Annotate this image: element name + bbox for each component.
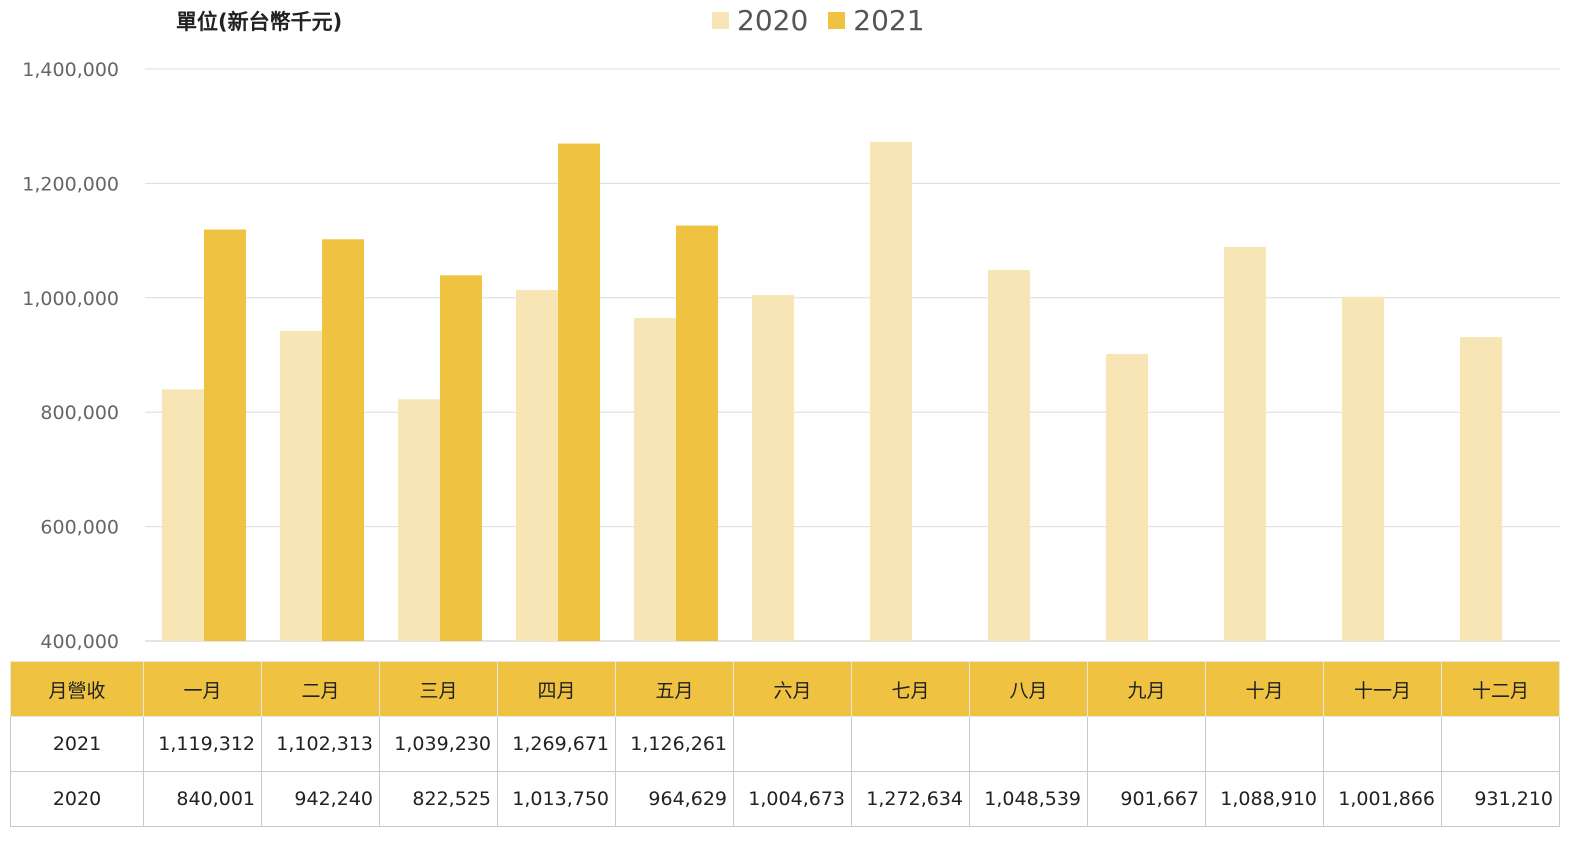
bar-layer xyxy=(162,141,1502,642)
legend: 2020 2021 xyxy=(712,4,925,37)
y-tick-label: 800,000 xyxy=(40,402,119,424)
bar-2020 xyxy=(1342,296,1384,641)
grid-layer xyxy=(145,68,1560,642)
table-row-2020: 2020 840,001 942,240 822,525 1,013,750 964,6… xyxy=(10,771,1560,827)
unit-label: 單位(新台幣千元) xyxy=(176,10,343,34)
bar-2020 xyxy=(870,141,912,642)
table-header-month: 十一月 xyxy=(1323,661,1442,717)
table-cell-2021 xyxy=(1323,716,1442,772)
table-cell-2021 xyxy=(1441,716,1560,772)
bar-2020 xyxy=(634,318,676,641)
legend-swatch-2020 xyxy=(712,12,729,29)
table-cell-2020: 942,240 xyxy=(261,771,380,827)
table-cell-2020: 1,088,910 xyxy=(1205,771,1324,827)
y-tick-label: 400,000 xyxy=(40,631,119,653)
bar-2020 xyxy=(398,399,440,641)
table-cell-2021: 1,269,671 xyxy=(497,716,616,772)
bar-2021 xyxy=(440,275,482,641)
data-table: 月營收 一月 二月 三月 四月 五月 六月 七月 八月 九月 十月 十一月 十二月 2021 1,11… xyxy=(10,661,1560,827)
bar-chart-plot: 400,000 600,000 800,000 1,000,000 1,200,000 1… xyxy=(22,59,1560,653)
table-row-2021: 2021 1,119,312 1,102,313 1,039,230 1,269,67… xyxy=(10,716,1560,772)
bar-2020 xyxy=(752,295,794,641)
table-cell-2021 xyxy=(1205,716,1324,772)
table-cell-2021: 1,102,313 xyxy=(261,716,380,772)
bar-2020 xyxy=(516,289,558,641)
bar-2020 xyxy=(280,330,322,641)
table-cell-2020: 1,272,634 xyxy=(851,771,970,827)
bar-2021 xyxy=(676,225,718,641)
table-cell-2021: 1,039,230 xyxy=(379,716,498,772)
table-header-month: 八月 xyxy=(969,661,1088,717)
bar-2020 xyxy=(988,270,1030,641)
legend-item-2020: 2020 xyxy=(712,4,808,37)
table-header-month: 六月 xyxy=(733,661,852,717)
table-cell-2020: 901,667 xyxy=(1087,771,1206,827)
table-header-month: 十二月 xyxy=(1441,661,1560,717)
legend-swatch-2021 xyxy=(828,12,846,29)
table-cell-2020: 1,001,866 xyxy=(1323,771,1442,827)
bar-2020 xyxy=(1460,337,1502,641)
y-tick-label: 1,000,000 xyxy=(22,288,119,310)
table-cell-2020: 1,004,673 xyxy=(733,771,852,827)
table-header-month: 七月 xyxy=(851,661,970,717)
table-header-month: 四月 xyxy=(497,661,616,717)
y-tick-label: 600,000 xyxy=(40,517,119,539)
table-header-month: 一月 xyxy=(143,661,262,717)
table-header-month: 二月 xyxy=(261,661,380,717)
legend-item-2021: 2021 xyxy=(828,4,925,37)
y-axis: 400,000 600,000 800,000 1,000,000 1,200,000 1… xyxy=(22,59,119,653)
legend-label-2020: 2020 xyxy=(737,4,809,37)
bar-2020 xyxy=(1224,246,1266,641)
table-cell-2020: 840,001 xyxy=(143,771,262,827)
table-cell-2021: 1,126,261 xyxy=(615,716,734,772)
table-cell-2021: 1,119,312 xyxy=(143,716,262,772)
bar-2020 xyxy=(162,389,204,641)
y-tick-label: 1,400,000 xyxy=(22,59,119,81)
table-cell-2021 xyxy=(733,716,852,772)
table-cell-2020: 931,210 xyxy=(1441,771,1560,827)
table-header-row: 月營收 一月 二月 三月 四月 五月 六月 七月 八月 九月 十月 十一月 十二月 xyxy=(10,661,1560,717)
table-header-month: 九月 xyxy=(1087,661,1206,717)
table-cell-2021 xyxy=(969,716,1088,772)
bar-2020 xyxy=(1106,354,1148,641)
bar-2021 xyxy=(322,239,364,641)
table-cell-2021 xyxy=(851,716,970,772)
table-cell-2020: 964,629 xyxy=(615,771,734,827)
table-corner-label: 月營收 xyxy=(10,661,144,717)
table-header-month: 三月 xyxy=(379,661,498,717)
table-cell-2021 xyxy=(1087,716,1206,772)
table-row-label-2021: 2021 xyxy=(10,716,144,772)
table-row-label-2020: 2020 xyxy=(10,771,144,827)
table-cell-2020: 822,525 xyxy=(379,771,498,827)
bar-2021 xyxy=(204,229,246,642)
y-tick-label: 1,200,000 xyxy=(22,173,119,195)
table-header-month: 五月 xyxy=(615,661,734,717)
legend-label-2021: 2021 xyxy=(853,4,925,37)
table-cell-2020: 1,013,750 xyxy=(497,771,616,827)
table-cell-2020: 1,048,539 xyxy=(969,771,1088,827)
bar-2021 xyxy=(558,143,600,641)
table-header-month: 十月 xyxy=(1205,661,1324,717)
